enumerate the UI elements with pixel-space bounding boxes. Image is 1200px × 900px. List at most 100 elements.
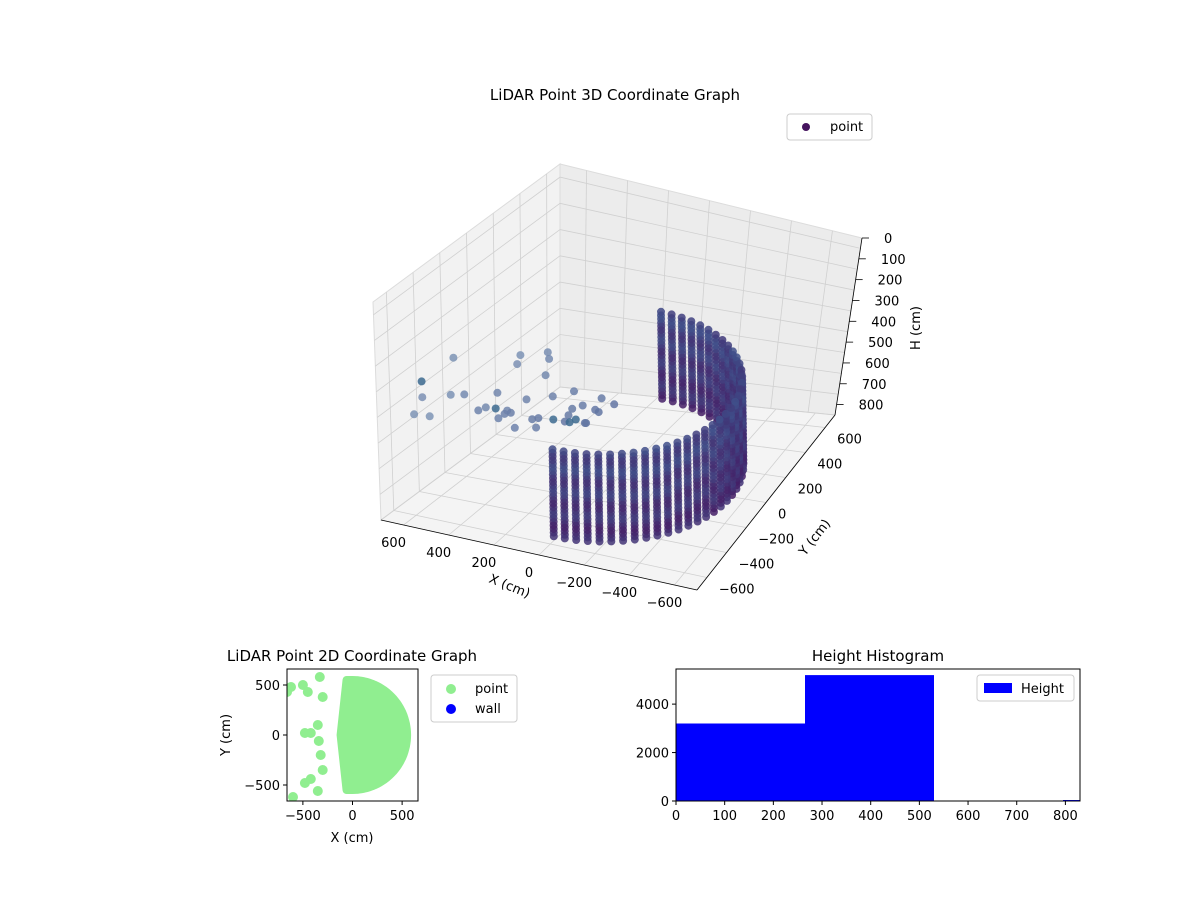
point-3d (545, 354, 554, 363)
chart3d-title: LiDAR Point 3D Coordinate Graph (490, 86, 740, 104)
grid-line-z-6 (375, 229, 855, 367)
point-2d (312, 720, 323, 730)
legend-hist-label: Height (1021, 682, 1064, 697)
x-tick-label-hist: 100 (712, 809, 737, 824)
y-tick-label-3d: −200 (758, 533, 794, 548)
x-tick-label-hist: 500 (907, 809, 932, 824)
x-tick-label-2d: 500 (390, 809, 415, 824)
grid-line-left-4 (492, 213, 497, 435)
point-3d-wall (737, 366, 746, 374)
z-tick-label-3d: 800 (859, 399, 884, 414)
point-3d (491, 404, 500, 413)
legend-hist-box (976, 674, 1075, 702)
legend-hist: Height (976, 674, 1075, 702)
z-tick-label-3d: 300 (874, 294, 899, 309)
point-3d (481, 403, 490, 412)
z-axis-label-3d: H (cm) (909, 306, 924, 350)
point-2d (312, 786, 323, 796)
point-3d (532, 423, 541, 432)
point-3d-wall (732, 353, 741, 362)
ticks-2d: −500 0 500 −500 0 500 (244, 679, 414, 824)
x-tick-label-3d: 600 (381, 536, 406, 551)
y-tick-label-hist: 0 (661, 795, 669, 810)
point-3d (446, 390, 455, 399)
point-2d (313, 736, 324, 746)
z-axis-line (834, 237, 863, 416)
point-3d-wall (734, 391, 743, 400)
point-3d (582, 419, 591, 428)
point-3d-wall (683, 434, 692, 443)
legend-3d-box (786, 113, 873, 141)
grid-line-back-1 (621, 180, 628, 394)
point-2d (287, 687, 292, 697)
z-tick-label-3d: 500 (868, 336, 893, 351)
point-3d (564, 411, 573, 420)
point-3d (516, 351, 525, 360)
y-tick-label-2d: 500 (255, 679, 280, 694)
y-tick-label-3d: 400 (817, 458, 842, 473)
grid-line-z-5 (376, 255, 851, 393)
ticks-3d: −600 −400 −200 0 200 400 600 −600 −400 −200 0 200 40… (381, 232, 905, 611)
legend-2d-point-label: point (475, 682, 508, 697)
point-3d (494, 414, 503, 423)
grid-line-x-6 (403, 388, 580, 526)
point-3d-wall (673, 438, 682, 447)
point-3d-wall (677, 313, 686, 322)
point-3d (570, 387, 578, 396)
point-3d-wall (594, 450, 603, 459)
grid-line-y-6 (547, 396, 826, 428)
point-3d-wall (728, 347, 737, 356)
point-3d-wall (548, 445, 557, 454)
point-2d (317, 765, 328, 775)
chart-3d-scatter: LiDAR Point 3D Coordinate Graph −600 −400… (372, 86, 924, 611)
point-3d (506, 408, 515, 417)
z-tick-label-3d: 100 (881, 253, 906, 268)
x-tick-label-hist: 800 (1053, 809, 1078, 824)
chart-2d-scatter: LiDAR Point 2D Coordinate Graph −500 0 500… (219, 647, 518, 846)
point-3d-wall (582, 450, 591, 459)
hist-bar-0 (676, 723, 805, 801)
point-2d-body (336, 676, 412, 794)
y-tick-label-hist: 2000 (636, 747, 669, 762)
point-3d (522, 395, 531, 404)
point-3d-wall (696, 321, 705, 330)
legend-2d: point wall (430, 674, 518, 723)
grid-line-z-8 (373, 176, 861, 316)
y-tick-label-2d: 0 (272, 729, 280, 744)
grid-line-back-6 (807, 230, 833, 413)
point-2d (314, 672, 325, 682)
grid-line-left-5 (519, 193, 523, 416)
ticks-hist: 0 100 200 300 400 500 600 700 800 0 2000 4000 (636, 698, 1078, 824)
grid-line-z-7 (374, 202, 858, 341)
x-tick-label-hist: 200 (761, 809, 786, 824)
point-3d-wall (667, 310, 676, 319)
x-tick-label-hist: 400 (858, 809, 883, 824)
grid-line-x-5 (448, 392, 620, 536)
legend-2d-wall-label: wall (475, 702, 501, 717)
chart2d-title: LiDAR Point 2D Coordinate Graph (227, 647, 477, 665)
grid-line-back-0 (583, 170, 587, 390)
point-3d (510, 423, 519, 432)
grid-line-left-3 (466, 232, 471, 454)
point-3d-wall (652, 444, 661, 453)
grid-line-left-2 (439, 252, 446, 473)
legend-2d-wall-marker (446, 704, 456, 714)
points-2d (287, 672, 412, 801)
point-2d (315, 750, 326, 760)
point-3d (474, 406, 483, 415)
x-axis-line (380, 519, 698, 591)
z-tick-label-3d: 700 (862, 378, 887, 393)
point-3d (425, 412, 434, 421)
point-3d-wall (663, 441, 671, 450)
legend-3d-marker (802, 123, 810, 131)
point-3d (594, 408, 603, 417)
point-3d-wall (629, 448, 638, 457)
y-tick-label-2d: −500 (244, 779, 280, 794)
point-3d-wall (715, 415, 724, 424)
grid-line-z-2 (378, 334, 842, 470)
y-axis-label-3d: Y (cm) (796, 517, 834, 560)
y-tick-label-3d: −400 (739, 558, 775, 573)
x-tick-label-hist: 700 (1004, 809, 1029, 824)
point-3d (418, 393, 427, 402)
